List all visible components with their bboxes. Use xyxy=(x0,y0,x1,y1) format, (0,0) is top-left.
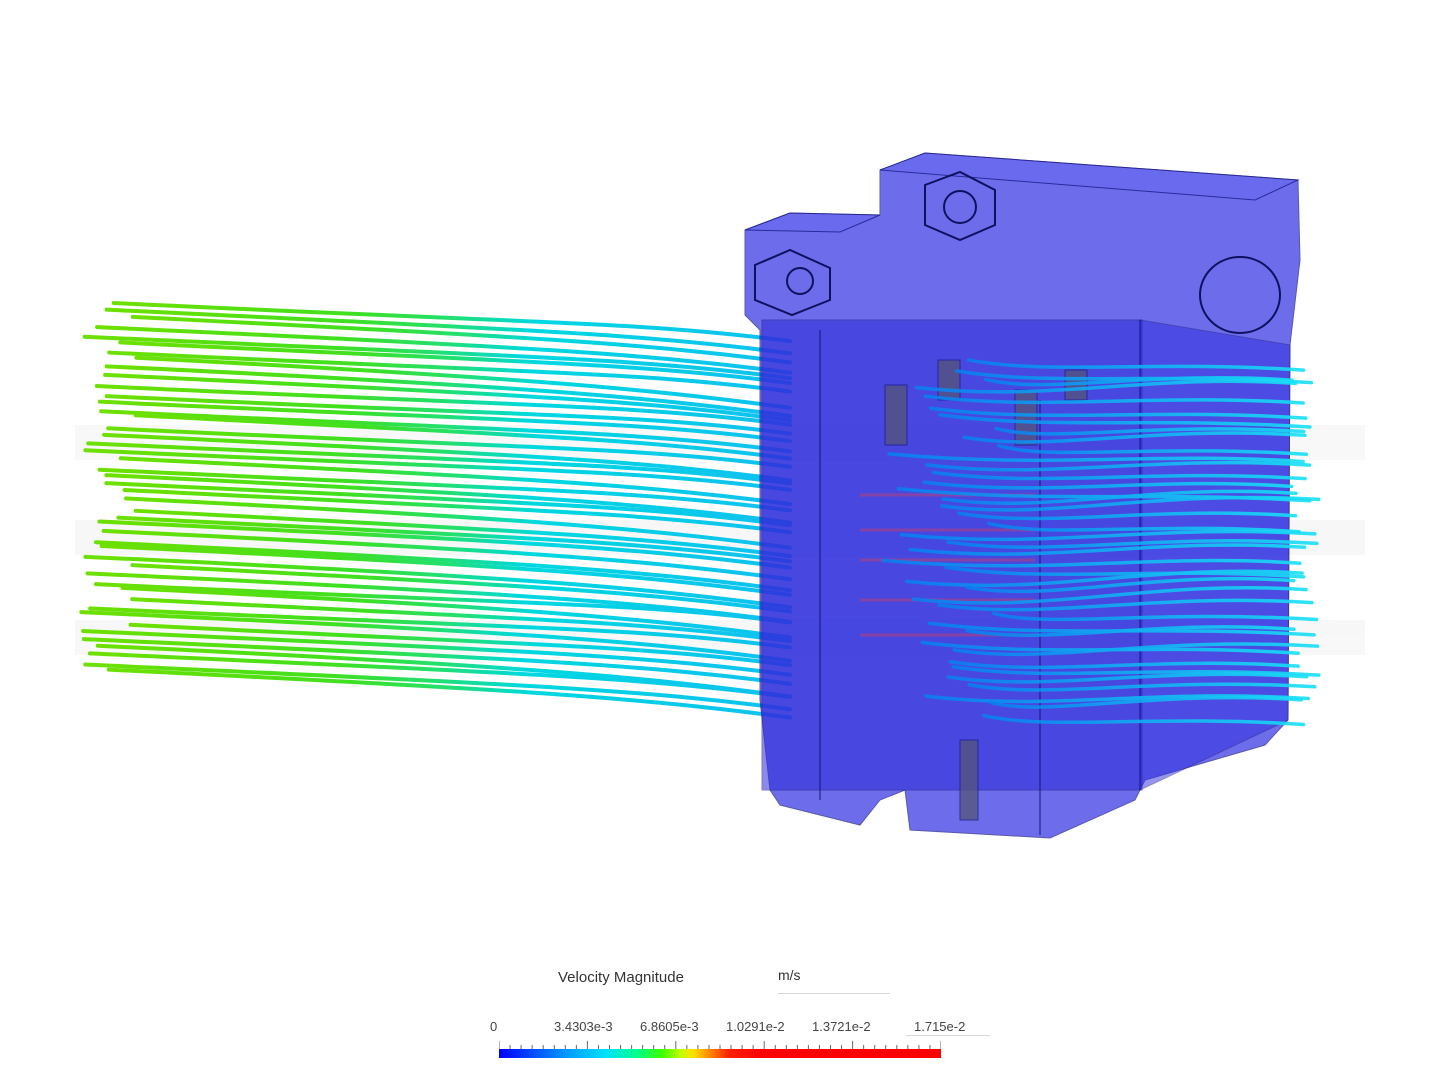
streamline xyxy=(925,460,1312,472)
streamline xyxy=(81,637,792,686)
streamline xyxy=(881,558,1302,568)
legend-tick-label: 1.715e-2 xyxy=(914,1019,966,1034)
streamline xyxy=(887,452,1305,464)
streamline xyxy=(79,610,792,663)
streamline xyxy=(86,441,792,486)
streamline xyxy=(87,651,792,699)
colorbar-ticks xyxy=(499,1041,941,1049)
streamline xyxy=(94,384,792,427)
streamline xyxy=(983,375,1295,387)
streamline xyxy=(81,628,792,677)
streamline xyxy=(83,448,792,492)
legend-tick-label: 1.3721e-2 xyxy=(812,1019,871,1034)
streamline xyxy=(923,394,1305,405)
streamline xyxy=(966,358,1306,372)
outlet-streamlines xyxy=(881,358,1321,727)
streamline xyxy=(941,489,1298,506)
streamline xyxy=(937,598,1314,612)
velocity-legend: Velocity Magnitude m/s 0 3.4303e-3 6.860… xyxy=(470,955,1010,1065)
streamline xyxy=(116,515,792,564)
streamline xyxy=(908,543,1307,556)
streamline xyxy=(97,519,792,570)
legend-unit: m/s xyxy=(778,967,890,994)
streamline xyxy=(931,470,1307,481)
streamline xyxy=(104,473,792,525)
streamline xyxy=(106,426,792,469)
streamline xyxy=(104,394,792,436)
streamline xyxy=(133,413,792,461)
streamline xyxy=(111,300,792,344)
streamline xyxy=(938,412,1312,429)
streamline xyxy=(123,496,792,550)
streamline xyxy=(130,597,792,644)
streamline xyxy=(95,325,792,375)
streamline xyxy=(130,563,792,614)
streamline xyxy=(911,586,1308,605)
legend-tick-label: 0 xyxy=(490,1019,498,1034)
streamline xyxy=(952,642,1320,657)
streamline xyxy=(133,508,792,559)
streamline xyxy=(994,426,1306,436)
streamline xyxy=(944,565,1306,579)
legend-tick-label: 6.8605e-3 xyxy=(640,1019,699,1034)
streamline xyxy=(951,665,1321,677)
streamline xyxy=(107,350,792,394)
colorbar xyxy=(499,1049,941,1058)
streamline xyxy=(948,659,1301,670)
inlet-streamlines xyxy=(79,300,792,720)
legend-title: Velocity Magnitude xyxy=(558,969,684,986)
streamline xyxy=(104,364,792,418)
streamline xyxy=(914,379,1298,394)
streamline xyxy=(99,409,792,454)
streamline xyxy=(967,682,1317,692)
streamline xyxy=(97,467,792,513)
streamline xyxy=(83,662,792,712)
streamline xyxy=(99,544,792,597)
streamline xyxy=(997,443,1309,457)
streamline xyxy=(102,432,792,483)
legend-divider xyxy=(906,1035,990,1036)
streamline xyxy=(118,456,792,507)
streamline xyxy=(992,611,1319,622)
streamline xyxy=(82,334,792,381)
streamline xyxy=(101,528,792,582)
streamline xyxy=(946,672,1309,684)
legend-tick-label: 3.4303e-3 xyxy=(554,1019,613,1034)
streamline xyxy=(134,355,792,410)
streamline xyxy=(94,540,792,593)
streamline xyxy=(905,569,1304,588)
streamline xyxy=(88,606,792,650)
streamline xyxy=(103,372,792,423)
streamline xyxy=(93,582,792,625)
streamline xyxy=(928,406,1308,420)
streamline xyxy=(965,576,1296,594)
streamline xyxy=(899,529,1317,542)
streamline xyxy=(118,340,792,386)
streamline xyxy=(83,554,792,610)
streamline xyxy=(128,622,792,668)
legend-tick-labels: 0 3.4303e-3 6.8605e-3 1.0291e-2 1.3721e-… xyxy=(470,1019,1010,1035)
streamline xyxy=(957,511,1298,521)
streamline xyxy=(965,625,1296,637)
streamline xyxy=(122,488,792,535)
streamline xyxy=(104,307,792,356)
streamline xyxy=(946,539,1319,549)
streamline xyxy=(981,713,1306,727)
streamline xyxy=(97,399,792,444)
housing-model[interactable] xyxy=(744,152,1301,839)
streamline xyxy=(988,695,1304,709)
streamline xyxy=(130,314,792,365)
streamline xyxy=(106,667,792,720)
streamline xyxy=(939,495,1321,512)
streamline xyxy=(987,521,1301,534)
streamline xyxy=(104,481,792,528)
legend-tick-label: 1.0291e-2 xyxy=(726,1019,785,1034)
streamline xyxy=(962,431,1307,444)
streamline xyxy=(120,585,792,640)
streamline xyxy=(922,480,1294,490)
